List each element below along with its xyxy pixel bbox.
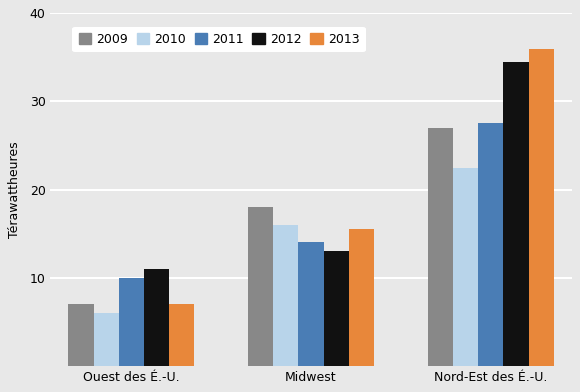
Bar (478, 123, 503, 366)
Bar (248, 207, 273, 366)
Y-axis label: Térawattheures: Térawattheures (8, 141, 21, 238)
Bar (169, 304, 194, 366)
Bar (273, 225, 299, 366)
Bar (93, 313, 119, 366)
Bar (349, 229, 374, 366)
Bar (144, 269, 169, 366)
Bar (68, 304, 93, 366)
Bar (528, 49, 554, 366)
Legend: 2009, 2010, 2011, 2012, 2013: 2009, 2010, 2011, 2012, 2013 (72, 27, 365, 52)
Bar (299, 242, 324, 366)
Bar (324, 251, 349, 366)
Bar (119, 278, 144, 366)
Bar (428, 128, 453, 366)
Bar (503, 62, 528, 366)
Bar (453, 167, 478, 366)
